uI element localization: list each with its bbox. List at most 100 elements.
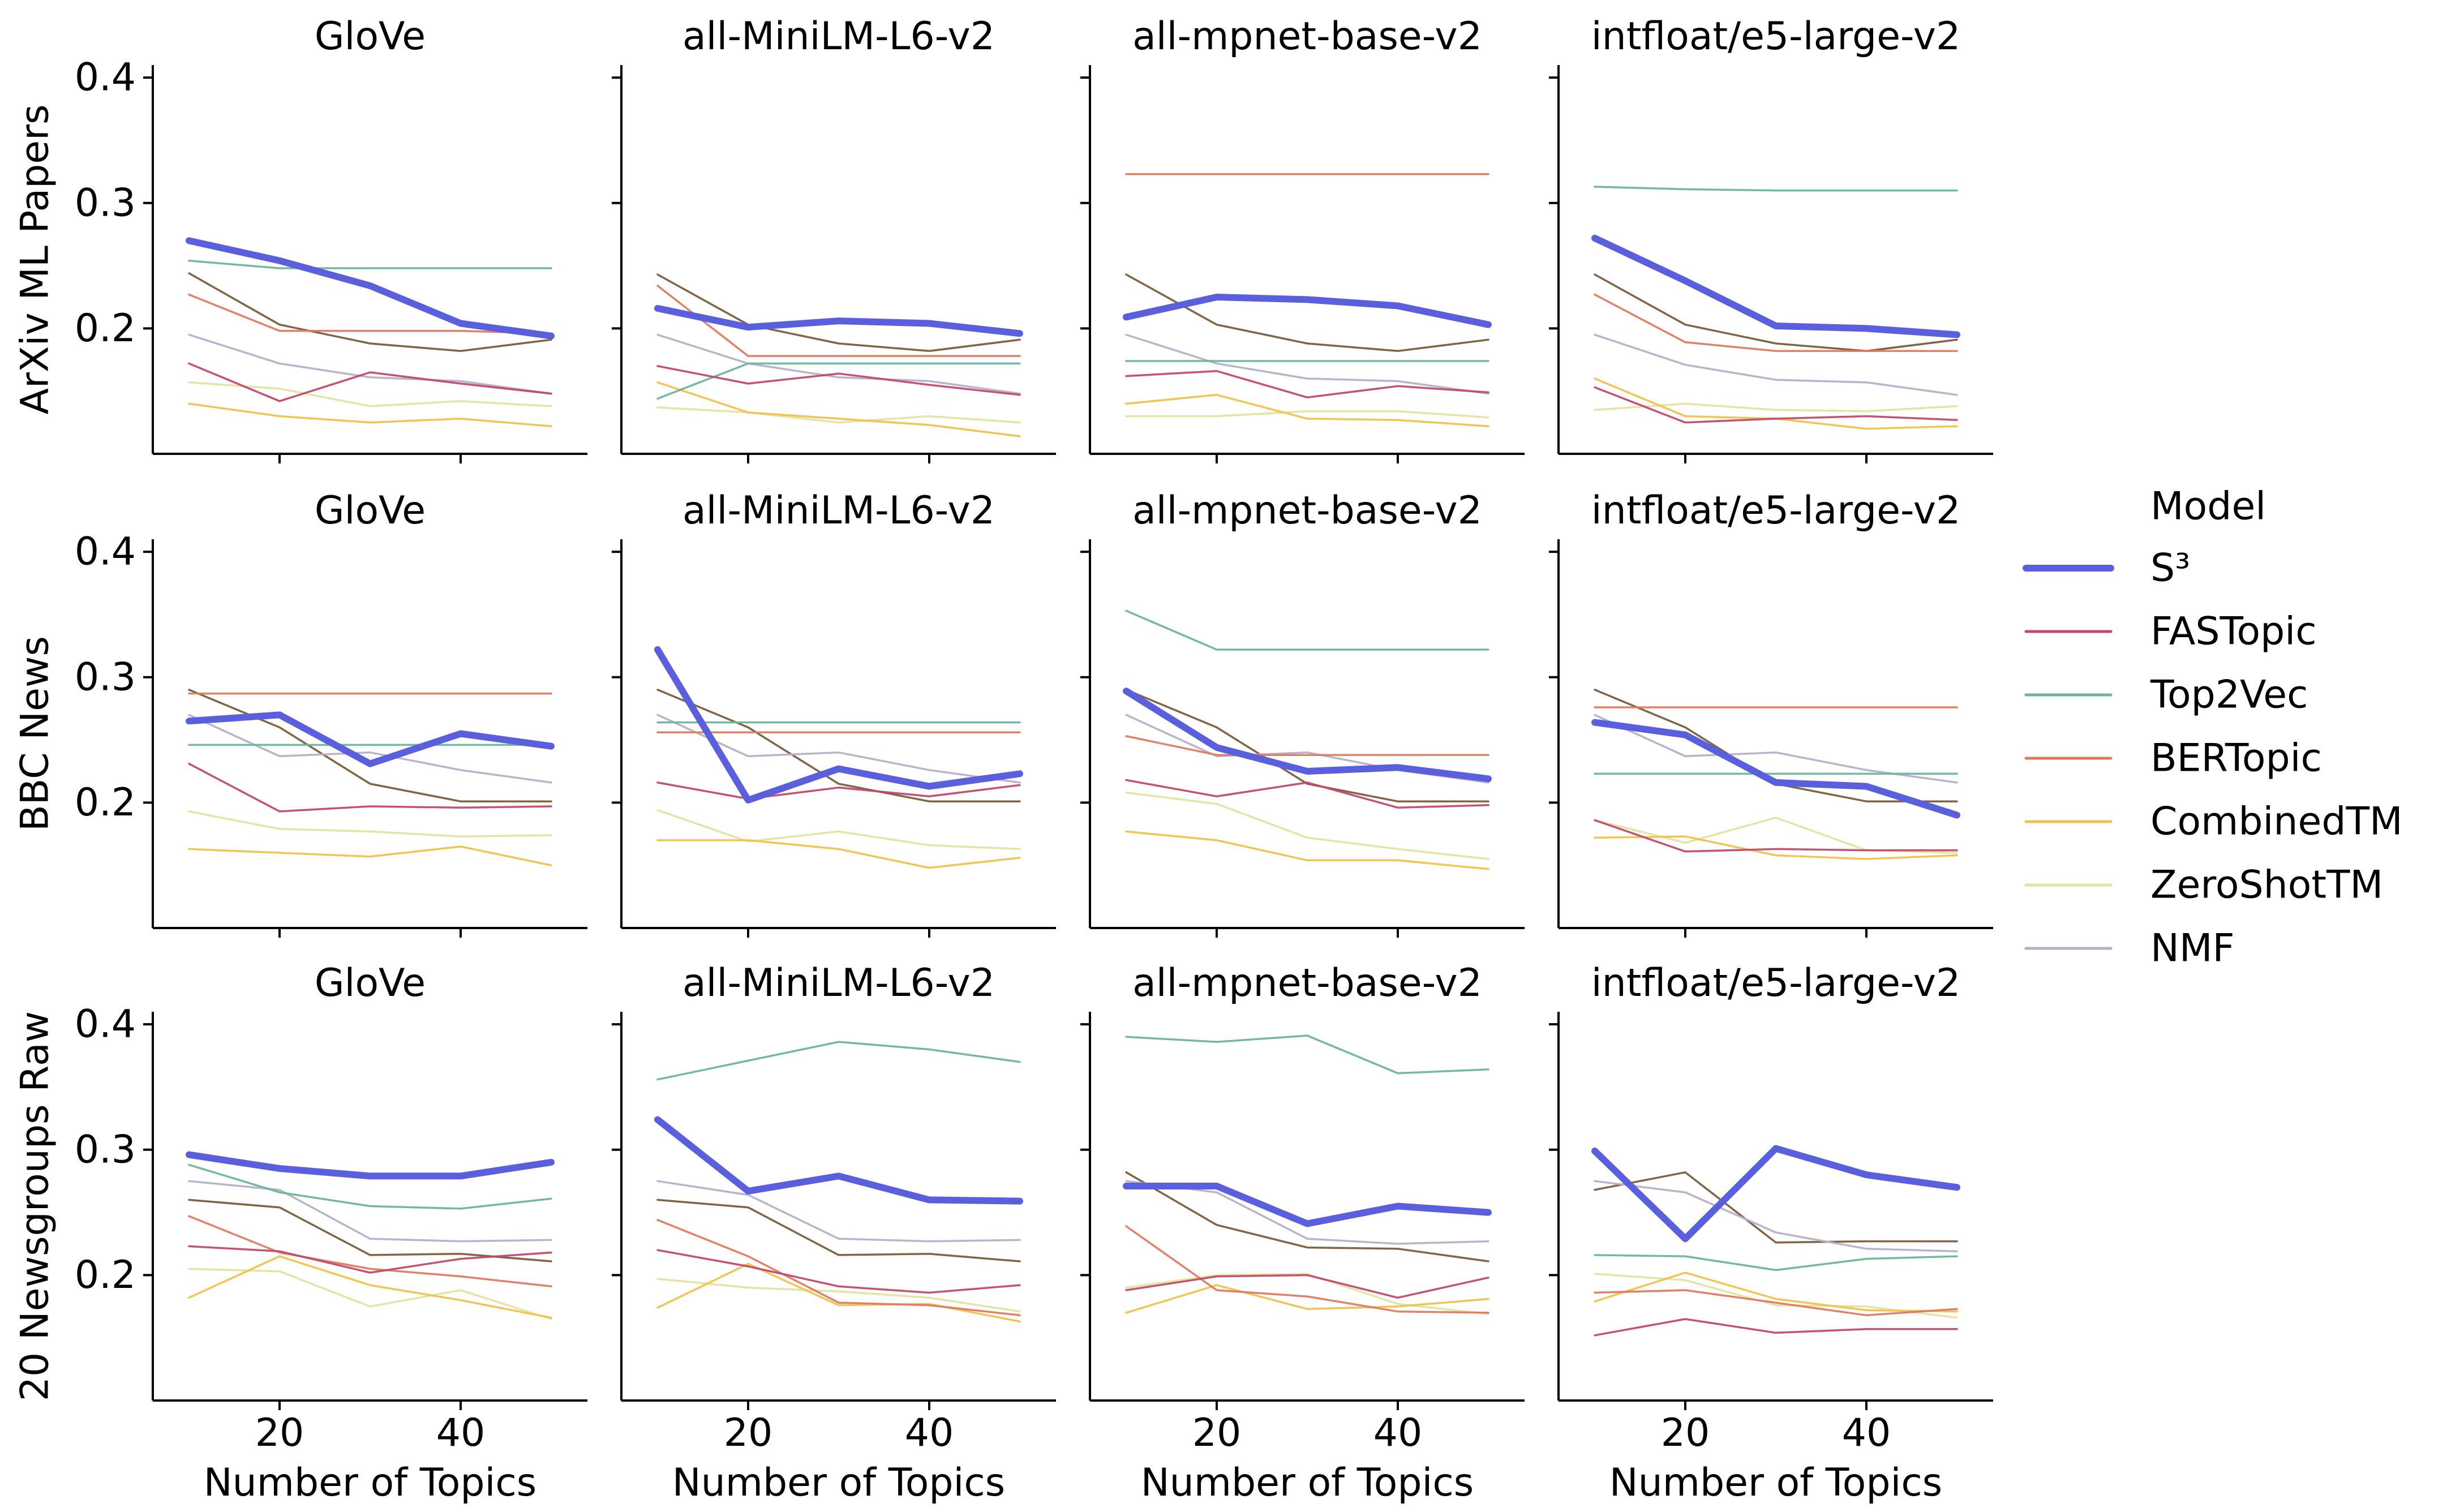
series-line-fastopic xyxy=(188,362,552,402)
series-line-fastopic xyxy=(1125,779,1489,809)
series-line-brown xyxy=(656,1199,1021,1262)
series-line-bertopic xyxy=(1594,1289,1958,1317)
series-line-zeroshottm xyxy=(1125,1273,1489,1315)
x-axis-label: Number of Topics xyxy=(1609,1461,1942,1505)
legend-label-fastopic: FASTopic xyxy=(2150,609,2317,654)
series-line-brown xyxy=(1125,689,1489,802)
y-tick-label: 0.3 xyxy=(75,181,136,225)
series-line-top2vec xyxy=(656,1041,1021,1081)
series-line-top2vec xyxy=(656,362,1021,400)
series-line-nmf xyxy=(1594,714,1958,784)
panel-title: all-mpnet-base-v2 xyxy=(1132,961,1482,1006)
series-line-bertopic xyxy=(656,1219,1021,1317)
series-line-bertopic xyxy=(1125,1225,1489,1314)
series-line-fastopic xyxy=(1125,1274,1489,1299)
legend-label-s3: S³ xyxy=(2150,546,2190,591)
series-line-zeroshottm xyxy=(656,406,1021,424)
series-line-brown xyxy=(656,273,1021,353)
series-line-fastopic xyxy=(656,365,1021,396)
series-line-nmf xyxy=(656,1180,1021,1243)
series-line-zeroshottm xyxy=(188,810,552,837)
series-line-brown xyxy=(188,272,552,353)
panel-title: intfloat/e5-large-v2 xyxy=(1591,961,1961,1006)
series-line-combinedtm xyxy=(1594,835,1958,860)
y-tick-label: 0.4 xyxy=(75,55,136,100)
series-line-bertopic xyxy=(188,1215,552,1288)
series-line-nmf xyxy=(656,714,1021,784)
series-line-s3 xyxy=(186,237,555,340)
y-tick-label: 0.2 xyxy=(75,1253,136,1298)
panel-title: GloVe xyxy=(315,488,426,533)
series-line-zeroshottm xyxy=(188,381,552,407)
series-line-combinedtm xyxy=(1594,1272,1958,1313)
series-line-fastopic xyxy=(1594,386,1958,424)
series-line-top2vec xyxy=(188,259,552,269)
series-line-zeroshottm xyxy=(1594,402,1958,413)
panel-title: GloVe xyxy=(315,961,426,1006)
series-line-combinedtm xyxy=(1125,1284,1489,1314)
series-line-s3 xyxy=(654,1116,1023,1205)
series-line-fastopic xyxy=(1125,370,1489,399)
series-line-brown xyxy=(656,689,1021,802)
series-line-combinedtm xyxy=(1125,830,1489,870)
series-line-combinedtm xyxy=(188,1255,552,1319)
x-tick-label: 40 xyxy=(1842,1411,1891,1455)
series-line-nmf xyxy=(188,333,552,395)
series-line-zeroshottm xyxy=(656,1278,1021,1313)
x-tick-label: 40 xyxy=(436,1411,486,1455)
series-line-nmf xyxy=(656,333,1021,395)
y-tick-label: 0.2 xyxy=(75,780,136,825)
series-line-fastopic xyxy=(188,762,552,813)
series-line-fastopic xyxy=(656,781,1021,800)
series-line-bertopic xyxy=(188,293,552,335)
x-tick-label: 20 xyxy=(1661,1411,1710,1455)
series-line-bertopic xyxy=(656,285,1021,357)
series-line-s3 xyxy=(1123,688,1492,783)
legend-title: Model xyxy=(2150,484,2266,529)
legend-label-combinedtm: CombinedTM xyxy=(2150,800,2403,844)
series-line-s3 xyxy=(1123,1183,1492,1227)
y-tick-label: 0.2 xyxy=(75,306,136,351)
series-line-s3 xyxy=(1591,234,1960,338)
series-line-nmf xyxy=(188,714,552,784)
legend-label-bertopic: BERTopic xyxy=(2150,736,2322,781)
series-line-nmf xyxy=(1594,1180,1958,1253)
series-line-s3 xyxy=(186,711,555,767)
series-line-s3 xyxy=(1591,719,1960,819)
series-line-nmf xyxy=(1125,1180,1489,1245)
series-line-brown xyxy=(1594,1171,1958,1244)
panel-title: all-MiniLM-L6-v2 xyxy=(682,488,995,533)
series-line-bertopic xyxy=(1594,293,1958,353)
panel-title: all-mpnet-base-v2 xyxy=(1132,14,1482,59)
y-axis-label: BBC News xyxy=(13,636,58,831)
y-tick-label: 0.4 xyxy=(75,1002,136,1047)
series-line-combinedtm xyxy=(1594,377,1958,430)
series-line-s3 xyxy=(186,1151,555,1180)
panel-title: all-MiniLM-L6-v2 xyxy=(682,961,995,1006)
x-tick-label: 40 xyxy=(905,1411,954,1455)
legend-label-zeroshottm: ZeroShotTM xyxy=(2150,863,2383,908)
series-line-zeroshottm xyxy=(1594,817,1958,854)
series-line-top2vec xyxy=(1594,186,1958,192)
legend-label-nmf: NMF xyxy=(2150,926,2235,971)
series-line-fastopic xyxy=(1594,1318,1958,1337)
y-tick-label: 0.3 xyxy=(75,655,136,699)
series-line-combinedtm xyxy=(656,381,1021,437)
panel-title: intfloat/e5-large-v2 xyxy=(1591,14,1961,59)
x-tick-label: 20 xyxy=(1192,1411,1242,1455)
series-line-fastopic xyxy=(656,1249,1021,1294)
y-tick-label: 0.4 xyxy=(75,530,136,574)
panel-title: all-mpnet-base-v2 xyxy=(1132,488,1482,533)
y-tick-label: 0.3 xyxy=(75,1127,136,1172)
series-line-zeroshottm xyxy=(656,809,1021,850)
series-line-top2vec xyxy=(1125,1034,1489,1075)
series-line-combinedtm xyxy=(656,839,1021,869)
series-line-brown xyxy=(1125,1171,1489,1262)
x-axis-label: Number of Topics xyxy=(672,1461,1005,1505)
x-axis-label: Number of Topics xyxy=(1141,1461,1474,1505)
series-line-s3 xyxy=(654,646,1023,804)
x-axis-label: Number of Topics xyxy=(204,1461,536,1505)
series-line-nmf xyxy=(1125,333,1489,395)
panel-title: all-MiniLM-L6-v2 xyxy=(682,14,995,59)
